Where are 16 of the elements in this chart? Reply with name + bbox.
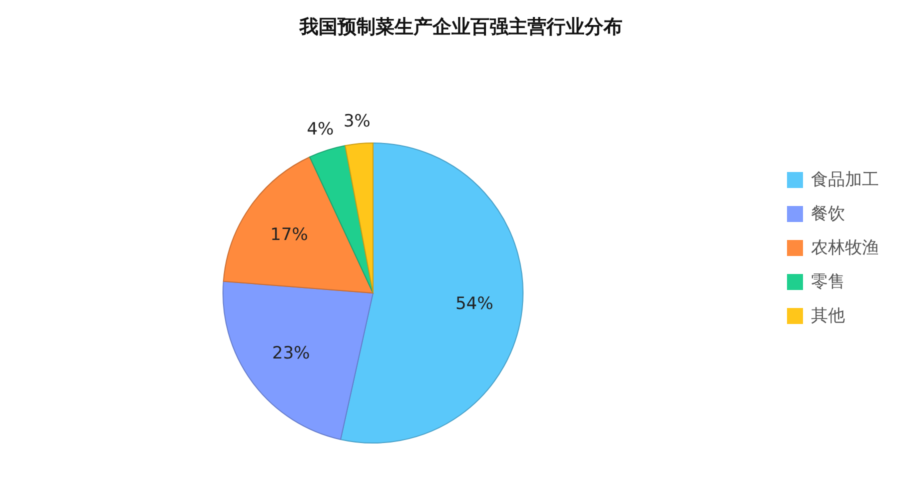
data-label: 4% — [306, 119, 334, 140]
data-label: 54% — [456, 294, 494, 314]
data-label: 17% — [270, 224, 308, 245]
pie-slice — [309, 145, 374, 294]
pie-slice — [222, 156, 374, 294]
legend-label: 餐饮 — [811, 204, 845, 224]
data-label: 23% — [272, 344, 310, 364]
pie-slice — [222, 280, 374, 440]
legend-label: 农林牧渔 — [811, 238, 879, 258]
legend-label: 零售 — [811, 272, 845, 292]
pie-slice — [344, 142, 374, 294]
chart-title: 我国预制菜生产企业百强主营行业分布 — [300, 16, 622, 38]
legend-label: 其他 — [811, 306, 845, 326]
data-label: 3% — [343, 112, 370, 132]
legend-label: 食品加工 — [811, 170, 879, 190]
pie-slice — [340, 142, 524, 444]
